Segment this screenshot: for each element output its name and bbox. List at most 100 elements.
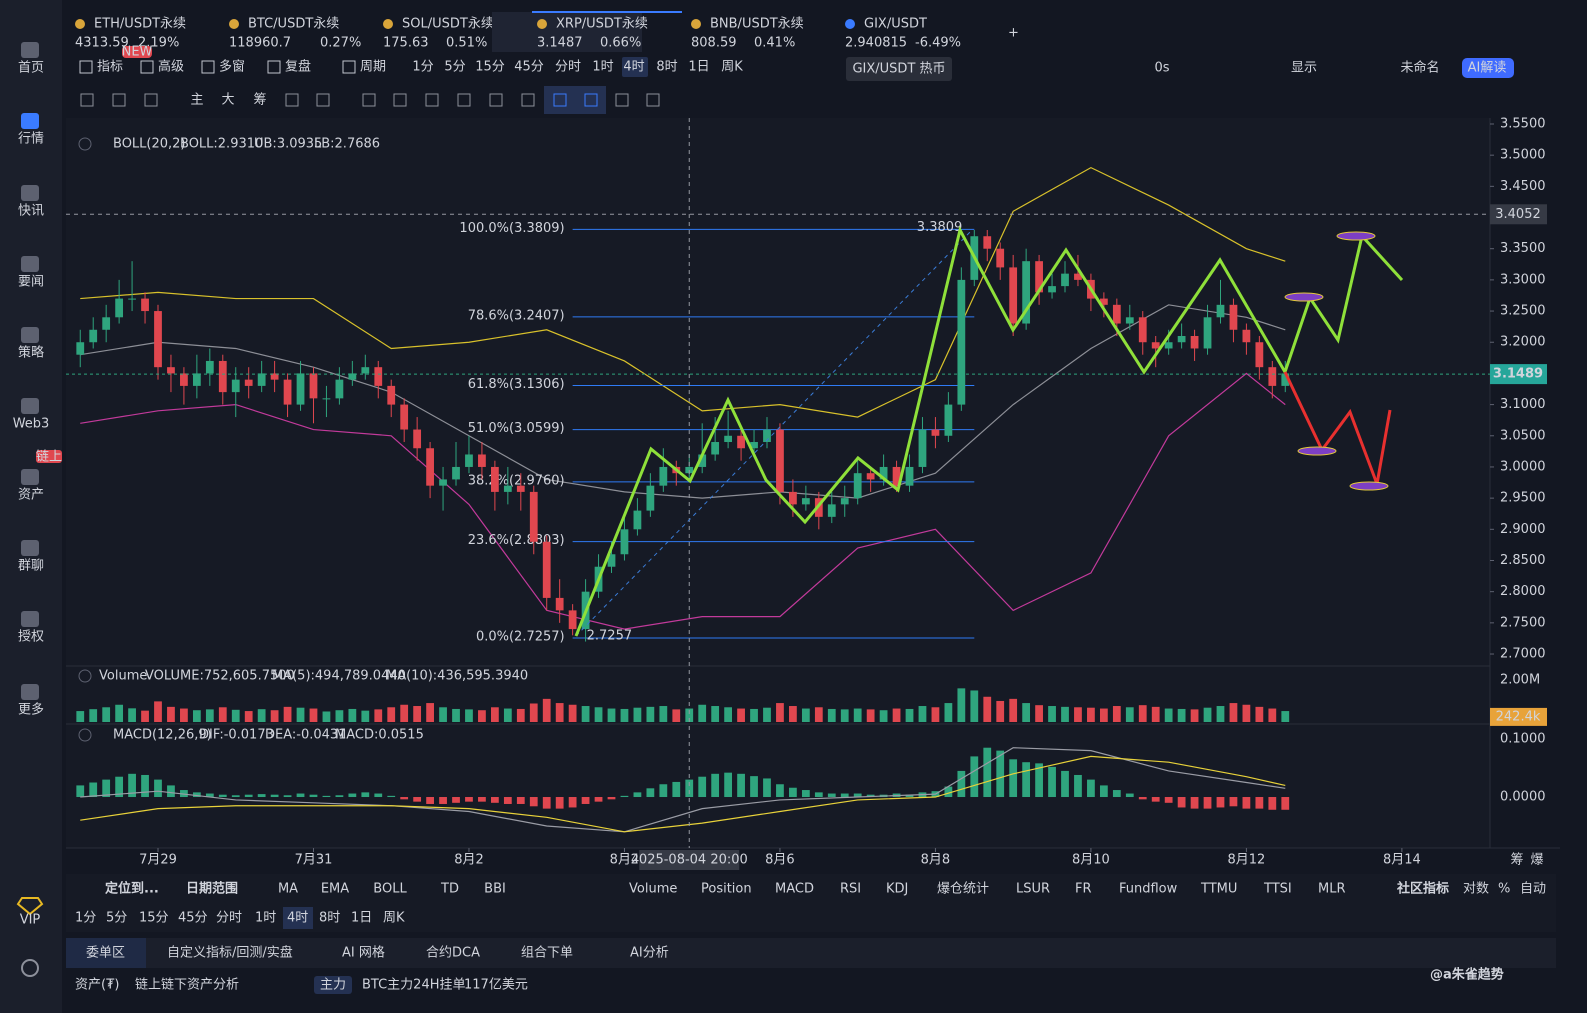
bottom-period[interactable]: 1日 (351, 911, 372, 926)
period-button[interactable]: 1时 (592, 60, 613, 75)
sub-indicator[interactable]: Position (701, 882, 752, 897)
bottom-period[interactable]: 1时 (255, 911, 276, 926)
sidebar-label[interactable]: 行情 (18, 132, 44, 147)
drawing-tool-icon[interactable] (80, 93, 94, 107)
bottom-period[interactable]: 8时 (319, 911, 340, 926)
period-button[interactable]: 45分 (514, 60, 544, 75)
axis-corner[interactable]: 爆 (1530, 853, 1543, 868)
sidebar-label[interactable]: 资产 (18, 488, 44, 503)
tab-symbol[interactable]: XRP/USDT永续 (556, 17, 648, 32)
sub-indicator[interactable]: RSI (840, 882, 861, 897)
bottom-tab[interactable]: AI分析 (630, 946, 669, 961)
sub-indicator[interactable]: KDJ (886, 882, 908, 897)
vip-label[interactable]: VIP (20, 913, 41, 928)
period-button[interactable]: 15分 (475, 60, 505, 75)
drawing-tool-icon[interactable] (646, 93, 660, 107)
sidebar-label[interactable]: 快讯 (18, 204, 44, 219)
sub-indicator[interactable]: Fundflow (1119, 882, 1178, 897)
main-indicator[interactable]: BBI (484, 882, 506, 897)
drawing-tool-icon[interactable] (316, 93, 330, 107)
sub-indicator[interactable]: TTMU (1200, 882, 1237, 897)
indicator-right[interactable]: 自动 (1520, 882, 1546, 897)
bottom-period[interactable]: 分时 (216, 911, 242, 926)
legend-toggle[interactable] (78, 669, 92, 683)
indicator-left[interactable]: 日期范围 (186, 881, 238, 897)
drawing-tool-icon[interactable] (362, 93, 376, 107)
sidebar-label[interactable]: 首页 (18, 61, 44, 76)
period-button[interactable]: 4时 (623, 60, 644, 75)
sub-indicator[interactable]: FR (1075, 882, 1092, 897)
tool-label[interactable]: 主 (190, 93, 203, 108)
drawing-tool-icon[interactable] (457, 93, 471, 107)
indicator-right[interactable]: 对数 (1463, 882, 1489, 897)
sidebar-label[interactable]: 授权 (18, 629, 44, 645)
sub-indicator[interactable]: MLR (1318, 882, 1346, 897)
bottom-period[interactable]: 15分 (139, 911, 169, 926)
period-button[interactable]: 1日 (688, 60, 709, 75)
toolbar-item[interactable]: 周期 (360, 60, 386, 75)
bottom-period[interactable]: 周K (383, 911, 405, 926)
tab-symbol[interactable]: BTC/USDT永续 (248, 17, 339, 32)
drawing-tool-icon[interactable] (144, 93, 158, 107)
tool-label[interactable]: 筹 (253, 92, 266, 108)
drawing-tool-icon[interactable] (393, 93, 407, 107)
toolbar-right-item[interactable]: 显示 (1291, 61, 1317, 76)
main-indicator[interactable]: BOLL (373, 882, 407, 897)
sub-indicator[interactable]: MACD (775, 882, 814, 897)
toolbar-item[interactable]: 高级 (158, 59, 184, 75)
toolbar-right-item[interactable]: 未命名 (1400, 60, 1439, 76)
toolbar-item[interactable]: 多窗 (219, 59, 245, 75)
bottom-tab[interactable]: 委单区 (86, 946, 125, 961)
toolbar-item[interactable]: 复盘 (285, 59, 311, 75)
tab-symbol[interactable]: ETH/USDT永续 (94, 17, 186, 32)
tool-label[interactable]: 大 (221, 93, 234, 108)
period-button[interactable]: 5分 (444, 60, 465, 75)
tab-symbol[interactable]: SOL/USDT永续 (402, 17, 494, 32)
tab-symbol[interactable]: GIX/USDT (864, 17, 927, 32)
bottom-period[interactable]: 1分 (75, 911, 96, 926)
toolbar-item[interactable]: 指标 (97, 60, 123, 75)
legend-toggle[interactable] (78, 137, 92, 151)
sidebar-label[interactable]: 更多 (18, 702, 44, 718)
period-button[interactable]: 周K (721, 60, 743, 75)
toolbar-right-item[interactable]: 0s (1154, 61, 1169, 76)
bottom-tab[interactable]: AI 网格 (342, 945, 385, 961)
bottom-period[interactable]: 45分 (178, 911, 208, 926)
sidebar-label[interactable]: Web3 (13, 417, 50, 432)
bottom-period[interactable]: 4时 (287, 911, 308, 926)
legend-toggle[interactable] (78, 728, 92, 742)
bottom-tab[interactable]: 自定义指标/回测/实盘 (167, 945, 293, 961)
bottom-tab[interactable]: 组合下单 (521, 946, 573, 961)
period-button[interactable]: 8时 (656, 60, 677, 75)
status-analysis[interactable]: 链上链下资产分析 (135, 978, 239, 993)
indicator-right[interactable]: 社区指标 (1396, 881, 1449, 897)
toolbar-right-item[interactable]: AI解读 (1468, 61, 1507, 76)
sidebar-label[interactable]: 群聊 (18, 559, 44, 574)
drawing-tool-icon[interactable] (425, 93, 439, 107)
period-button[interactable]: 1分 (412, 60, 433, 75)
drawing-tool-icon[interactable] (285, 93, 299, 107)
tab-symbol[interactable]: BNB/USDT永续 (710, 17, 804, 32)
indicator-right[interactable]: % (1498, 882, 1510, 897)
bottom-tab[interactable]: 合约DCA (426, 946, 480, 961)
macd-bar (1151, 797, 1160, 802)
bottom-period[interactable]: 5分 (106, 911, 127, 926)
drawing-tool-icon[interactable] (615, 93, 629, 107)
main-indicator[interactable]: EMA (321, 882, 349, 897)
main-indicator[interactable]: TD (440, 882, 459, 897)
main-indicator[interactable]: MA (278, 882, 298, 897)
drawing-tool-icon[interactable] (112, 93, 126, 107)
sub-indicator[interactable]: Volume (629, 882, 677, 897)
drawing-tool-icon[interactable] (521, 93, 535, 107)
sidebar-label[interactable]: 要闻 (18, 275, 44, 290)
indicator-left[interactable]: 定位到... (104, 881, 159, 897)
axis-corner[interactable]: 筹 (1510, 852, 1523, 868)
period-button[interactable]: 分时 (555, 60, 581, 75)
sub-indicator[interactable]: TTSI (1263, 882, 1292, 897)
sidebar-label[interactable]: 策略 (18, 345, 44, 361)
drawing-tool-icon[interactable] (489, 93, 503, 107)
drawing-tool-icon[interactable] (584, 93, 598, 107)
drawing-tool-icon[interactable] (553, 93, 567, 107)
sub-indicator[interactable]: LSUR (1016, 882, 1050, 897)
sub-indicator[interactable]: 爆仓统计 (937, 882, 989, 897)
